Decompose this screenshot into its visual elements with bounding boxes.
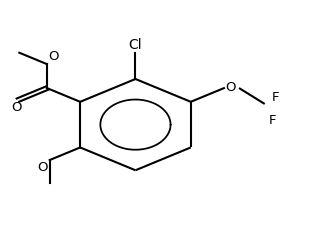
- Text: F: F: [272, 91, 279, 104]
- Text: O: O: [225, 81, 236, 94]
- Text: O: O: [38, 161, 48, 174]
- Text: Cl: Cl: [129, 38, 142, 52]
- Text: F: F: [269, 114, 276, 127]
- Text: O: O: [11, 101, 22, 114]
- Text: O: O: [49, 50, 59, 63]
